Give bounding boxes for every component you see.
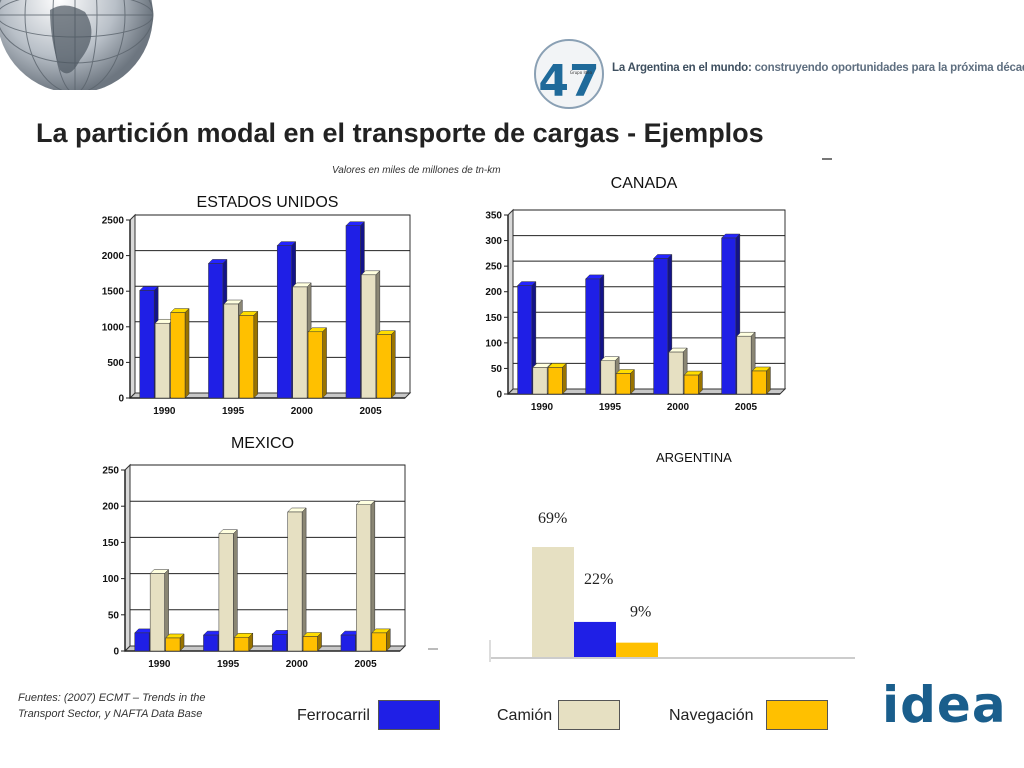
bar-canada-navegacion-1995 [615, 368, 636, 395]
bar-argentina-navegacion [616, 642, 658, 657]
legend-swatch-ferrocarril [378, 700, 440, 730]
bar-mexico-camion-2005 [355, 500, 376, 652]
x-tick-label-mexico: 2005 [355, 659, 378, 670]
globe-logo [0, 0, 154, 90]
y-tick-label-canada: 50 [491, 364, 503, 375]
legend-swatch-camion [558, 700, 620, 730]
bar-canada-navegacion-2005 [751, 366, 772, 395]
bar-us-navegacion-2000 [307, 327, 328, 399]
y-tick-label-mexico: 150 [102, 538, 119, 549]
x-tick-label-mexico: 2000 [286, 659, 309, 670]
bar-argentina-ferrocarril [574, 621, 616, 657]
bar-mexico-camion-1995 [218, 529, 238, 652]
x-tick-label-mexico: 1995 [217, 659, 240, 670]
legend-label-camion: Camión [497, 707, 553, 724]
y-tick-label-mexico: 50 [108, 610, 120, 621]
argentina-title: ARGENTINA [656, 450, 732, 465]
x-tick-label-us: 1990 [153, 406, 176, 417]
bar-us-navegacion-2005 [376, 330, 396, 399]
bar-mexico-camion-1990 [149, 568, 170, 652]
bar-mexico-navegacion-2000 [302, 631, 323, 652]
chart-title-us: ESTADOS UNIDOS [197, 194, 339, 211]
bar-us-navegacion-1990 [169, 307, 190, 399]
bar-argentina-camion [532, 547, 574, 657]
bar-mexico-camion-2000 [287, 507, 307, 652]
y-tick-label-us: 1500 [102, 287, 125, 298]
x-tick-label-canada: 1990 [531, 402, 554, 413]
bar-canada-ferrocarril-1990 [516, 280, 537, 395]
y-tick-label-canada: 250 [485, 262, 502, 273]
sources-note: Fuentes: (2007) ECMT – Trends in the Tra… [18, 690, 206, 722]
x-tick-label-us: 2005 [360, 406, 383, 417]
y-tick-label-mexico: 200 [102, 502, 119, 513]
y-tick-label-canada: 350 [485, 211, 502, 222]
sources-line-1: Fuentes: (2007) ECMT – Trends in the [18, 692, 206, 704]
tagline-rest: construyendo oportunidades para la próxi… [751, 62, 1024, 74]
y-tick-label-canada: 100 [485, 338, 502, 349]
bar-mexico-navegacion-2005 [371, 628, 391, 652]
y-tick-label-canada: 200 [485, 287, 502, 298]
bar-canada-camion-2005 [736, 331, 756, 395]
bar-canada-navegacion-1990 [547, 362, 568, 395]
page-title: La partición modal en el transporte de c… [36, 118, 764, 148]
divider-mark [428, 648, 438, 650]
logo-47-text: 47 [538, 56, 599, 107]
tagline-strong: La Argentina en el mundo: [612, 62, 752, 74]
x-tick-label-canada: 2000 [667, 402, 690, 413]
y-tick-label-us: 500 [107, 358, 124, 369]
data-label-argentina-camion: 69% [538, 510, 567, 527]
y-tick-label-us: 2500 [102, 216, 125, 227]
y-tick-label-us: 2000 [102, 251, 125, 262]
page-subtitle: Valores en miles de millones de tn-km [332, 165, 501, 176]
logo-47-subtext: Grupo Idea [570, 70, 593, 75]
chart-estados-unidos: ESTADOS UNIDOS 0 500 1000 1500 2000 2500 1990 19… [102, 194, 412, 417]
x-tick-label-us: 2000 [291, 406, 314, 417]
data-label-argentina-navegacion: 9% [630, 604, 651, 621]
y-tick-label-mexico: 250 [102, 466, 119, 477]
legend-label-ferrocarril: Ferrocarril [297, 707, 370, 724]
x-tick-label-us: 1995 [222, 406, 245, 417]
y-tick-label-mexico: 100 [102, 574, 119, 585]
data-label-argentina-ferrocarril: 22% [584, 571, 613, 588]
legend-swatch-navegacion [766, 700, 828, 730]
divider-mark [822, 158, 832, 160]
x-tick-label-canada: 2005 [735, 402, 758, 413]
y-tick-label-canada: 150 [485, 313, 502, 324]
x-tick-label-mexico: 1990 [148, 659, 171, 670]
bar-us-navegacion-1995 [238, 310, 259, 399]
chart-title-canada: CANADA [611, 175, 678, 192]
y-tick-label-mexico: 0 [113, 647, 119, 658]
logo-47: 47 Grupo Idea [534, 39, 604, 109]
chart-canada: CANADA 0 50 100 150 200 250 300 350 1990 1995 2000 2… [485, 175, 787, 413]
legend-label-navegacion: Navegación [669, 707, 754, 724]
chart-argentina: 69% 22% 9% [489, 510, 855, 662]
chart-title-mexico: MEXICO [231, 435, 294, 452]
header-tagline: La Argentina en el mundo: construyendo o… [612, 62, 1024, 74]
y-tick-label-canada: 300 [485, 236, 502, 247]
bar-mexico-navegacion-1995 [233, 632, 254, 652]
x-tick-label-canada: 1995 [599, 402, 622, 413]
chart-mexico: MEXICO 0 50 100 150 200 250 1990 1995 2000 2005 [102, 435, 407, 670]
y-tick-label-us: 1000 [102, 322, 125, 333]
idea-logo: idea [882, 676, 1007, 734]
bar-mexico-navegacion-1990 [164, 633, 185, 652]
y-tick-label-canada: 0 [496, 390, 502, 401]
sources-line-2: Transport Sector, y NAFTA Data Base [18, 708, 203, 720]
bar-canada-navegacion-2000 [683, 370, 704, 395]
y-tick-label-us: 0 [118, 394, 124, 405]
